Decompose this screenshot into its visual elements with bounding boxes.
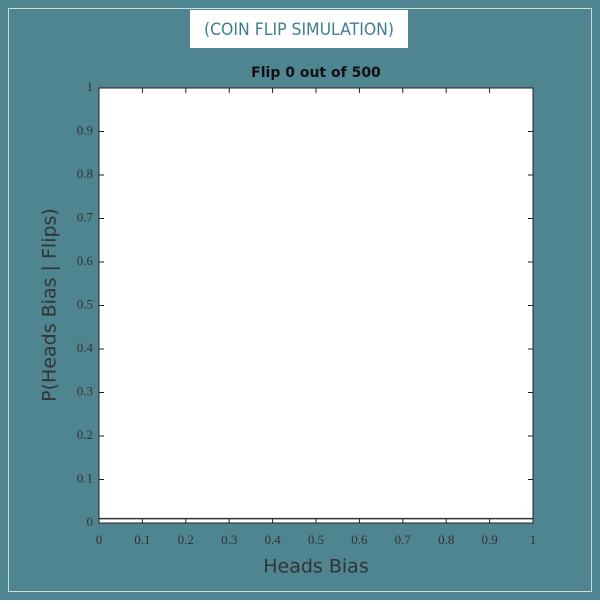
x-tick-label: 0.6	[351, 532, 368, 547]
y-tick-label: 0.3	[77, 383, 93, 398]
x-tick-label: 0.2	[178, 532, 194, 547]
x-tick-label: 0.8	[438, 532, 454, 547]
y-tick-label: 0.9	[77, 122, 93, 137]
y-tick-label: 0.2	[77, 427, 93, 442]
x-tick-label: 0.5	[308, 532, 324, 547]
x-tick-label: 0.7	[395, 532, 412, 547]
x-tick-label: 0.1	[134, 532, 150, 547]
y-axis-label: P(Heads Bias | Flips)	[39, 208, 61, 402]
y-tick-label: 0.1	[77, 470, 93, 485]
x-tick-label: 0.9	[481, 532, 497, 547]
banner-box	[190, 10, 408, 48]
y-tick-label: 1	[87, 79, 94, 94]
banner-text: (COIN FLIP SIMULATION)	[204, 20, 394, 40]
x-tick-label: 0.3	[221, 532, 237, 547]
frame	[8, 8, 592, 592]
y-tick-label: 0.8	[77, 166, 93, 181]
y-tick-label: 0.5	[77, 296, 93, 311]
x-axis-label: Heads Bias	[263, 556, 368, 578]
chart-title: Flip 0 out of 500	[251, 65, 381, 81]
y-tick-label: 0.7	[77, 209, 94, 224]
x-tick-label: 0	[96, 532, 103, 547]
y-tick-label: 0.6	[77, 253, 94, 268]
y-tick-label: 0	[87, 514, 94, 529]
plot-area	[99, 88, 533, 523]
x-tick-label: 1	[530, 532, 537, 547]
x-tick-label: 0.4	[264, 532, 281, 547]
y-tick-label: 0.4	[77, 340, 94, 355]
